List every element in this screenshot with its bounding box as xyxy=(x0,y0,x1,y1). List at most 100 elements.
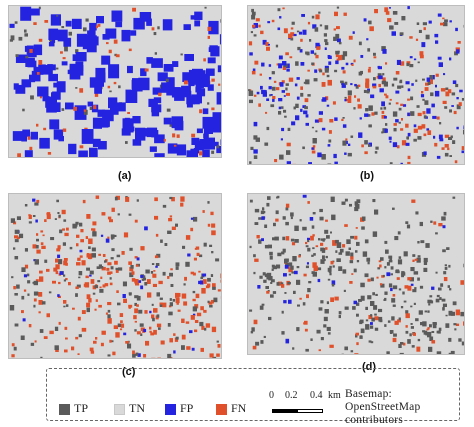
building-footprint xyxy=(63,300,67,304)
building-footprint xyxy=(428,20,432,24)
building-footprint xyxy=(374,313,377,316)
building-footprint xyxy=(405,123,409,128)
building-footprint xyxy=(260,85,263,90)
building-footprint xyxy=(417,136,422,140)
building-footprint xyxy=(216,353,220,357)
building-footprint xyxy=(209,305,213,308)
building-footprint xyxy=(343,289,346,292)
building-footprint xyxy=(393,333,397,337)
building-footprint xyxy=(59,271,64,275)
building-footprint xyxy=(345,62,349,66)
building-footprint xyxy=(77,353,80,355)
building-footprint xyxy=(444,264,447,266)
building-footprint xyxy=(263,335,266,338)
building-footprint xyxy=(120,328,123,331)
building-footprint xyxy=(336,26,340,30)
building-footprint xyxy=(206,68,215,76)
building-footprint xyxy=(420,322,424,326)
building-footprint xyxy=(157,26,160,30)
building-footprint xyxy=(348,247,351,250)
building-footprint xyxy=(327,267,332,272)
building-footprint xyxy=(354,201,359,206)
building-footprint xyxy=(342,70,346,74)
building-footprint xyxy=(307,94,311,97)
building-footprint xyxy=(175,336,179,340)
building-footprint xyxy=(83,109,86,112)
building-footprint xyxy=(303,81,306,84)
building-footprint xyxy=(444,19,448,23)
building-footprint xyxy=(207,201,210,204)
building-footprint xyxy=(100,342,104,347)
building-footprint xyxy=(101,55,111,65)
building-footprint xyxy=(130,265,134,269)
building-footprint xyxy=(407,88,411,92)
building-footprint xyxy=(341,201,346,205)
building-footprint xyxy=(134,295,139,299)
building-footprint xyxy=(113,39,118,44)
building-footprint xyxy=(108,64,120,79)
building-footprint xyxy=(111,238,114,240)
building-footprint xyxy=(180,196,185,202)
building-footprint xyxy=(318,118,323,123)
building-footprint xyxy=(18,36,23,41)
building-footprint xyxy=(282,248,286,253)
building-footprint xyxy=(92,221,97,226)
building-footprint xyxy=(428,346,433,352)
building-footprint xyxy=(389,330,394,334)
building-footprint xyxy=(192,313,196,316)
building-footprint xyxy=(93,105,97,110)
building-footprint xyxy=(184,276,187,281)
building-footprint xyxy=(367,114,371,117)
building-footprint xyxy=(72,307,75,310)
building-footprint xyxy=(280,106,284,109)
building-footprint xyxy=(344,224,348,227)
building-footprint xyxy=(14,21,18,24)
building-footprint xyxy=(84,282,90,288)
building-footprint xyxy=(33,291,39,296)
building-footprint xyxy=(142,277,146,281)
building-footprint xyxy=(196,252,200,256)
building-footprint xyxy=(55,348,59,352)
building-footprint xyxy=(203,137,215,150)
building-footprint xyxy=(249,199,253,203)
building-footprint xyxy=(52,280,56,284)
building-footprint xyxy=(426,128,430,131)
building-footprint xyxy=(354,84,357,87)
building-footprint xyxy=(261,62,265,67)
building-footprint xyxy=(315,130,318,133)
building-footprint xyxy=(406,136,409,140)
building-footprint xyxy=(34,259,39,265)
building-footprint xyxy=(379,283,383,286)
building-footprint xyxy=(349,260,354,264)
building-footprint xyxy=(356,260,360,263)
building-footprint xyxy=(337,50,340,53)
building-footprint xyxy=(203,125,213,134)
building-footprint xyxy=(30,8,40,16)
building-footprint xyxy=(78,271,83,276)
building-footprint xyxy=(439,297,442,300)
building-footprint xyxy=(427,130,432,135)
building-footprint xyxy=(353,268,357,273)
building-footprint xyxy=(395,90,400,94)
building-footprint xyxy=(335,50,340,55)
building-footprint xyxy=(105,28,117,39)
building-footprint xyxy=(394,22,399,25)
building-footprint xyxy=(320,259,325,264)
building-footprint xyxy=(370,277,374,282)
building-footprint xyxy=(56,81,66,93)
building-footprint xyxy=(280,282,284,286)
building-footprint xyxy=(435,232,438,235)
building-footprint xyxy=(35,279,39,283)
building-footprint xyxy=(411,345,415,348)
building-footprint xyxy=(320,238,323,241)
building-footprint xyxy=(81,260,86,266)
building-footprint xyxy=(398,317,401,321)
building-footprint xyxy=(281,284,285,288)
building-footprint xyxy=(192,290,196,294)
building-footprint xyxy=(342,269,347,274)
building-footprint xyxy=(413,124,417,128)
building-footprint xyxy=(406,62,410,67)
building-footprint xyxy=(436,116,440,120)
building-footprint xyxy=(9,305,15,311)
building-footprint xyxy=(116,102,126,112)
